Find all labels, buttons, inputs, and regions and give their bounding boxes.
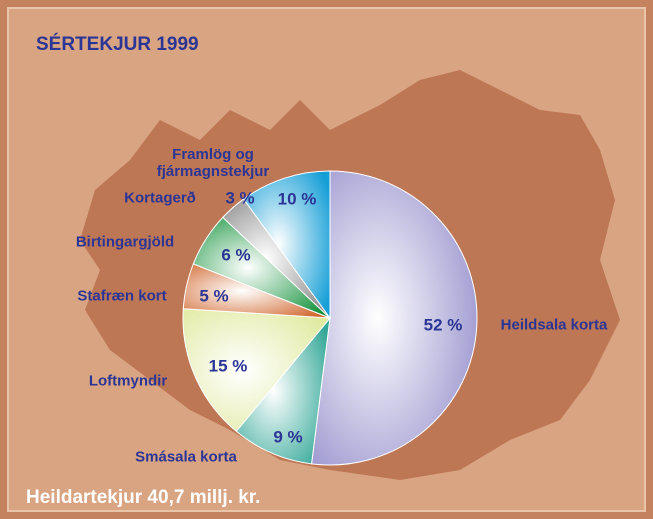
value-label: 6 % xyxy=(221,245,251,265)
category-label: Stafræn kort xyxy=(77,287,167,305)
pie-slice xyxy=(311,170,478,466)
chart-title: SÉRTEKJUR 1999 xyxy=(36,34,199,55)
category-label: Heildsala korta xyxy=(500,316,608,334)
category-label: Birtingargjöld xyxy=(75,233,175,251)
pie-slice xyxy=(235,316,331,465)
category-label: Smásala korta xyxy=(135,448,237,466)
value-label: 5 % xyxy=(199,286,229,306)
category-label: Kortagerð xyxy=(124,189,196,207)
category-label: Framlög og fjármagnstekjur xyxy=(156,146,270,180)
value-label: 52 % xyxy=(423,315,463,335)
annotation: Heildartekjur 40,7 millj. kr. xyxy=(26,487,261,508)
value-label: 15 % xyxy=(208,356,248,376)
pie-slice xyxy=(182,308,332,432)
pie-slice xyxy=(242,170,331,320)
value-label: 9 % xyxy=(273,427,303,447)
value-label: 10 % xyxy=(277,189,317,209)
value-label: 3 % xyxy=(225,188,255,208)
category-label: Loftmyndir xyxy=(88,372,168,390)
